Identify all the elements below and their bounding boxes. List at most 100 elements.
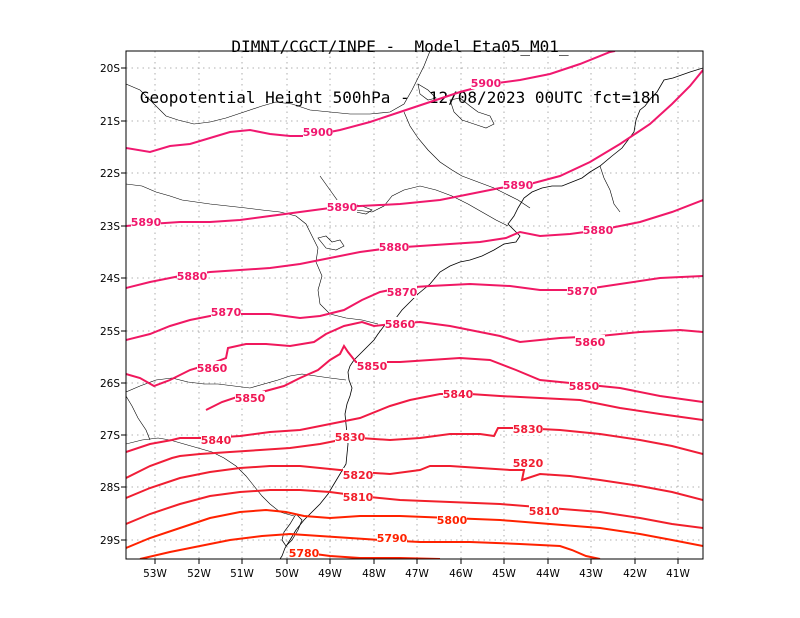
x-tick-label: 46W — [449, 568, 473, 580]
contour-label-background — [569, 379, 599, 392]
contour-label-5840: 5840 — [443, 388, 474, 401]
x-tick-label: 48W — [362, 568, 386, 580]
state-border — [126, 51, 431, 125]
contour-5870 — [126, 275, 703, 341]
contour-label-5860: 5860 — [197, 362, 228, 375]
contour-5880 — [126, 199, 703, 289]
contour-label-background — [177, 269, 207, 282]
contour-label-background — [513, 456, 543, 469]
x-tick-label: 45W — [492, 568, 516, 580]
state-border — [126, 183, 379, 325]
contour-label-5850: 5850 — [569, 380, 600, 393]
title-line-2: Geopotential Height 500hPa - 12/08/2023 … — [139, 88, 661, 107]
contour-label-5880: 5880 — [177, 270, 208, 283]
x-tick-label: 43W — [579, 568, 603, 580]
contour-label-5850: 5850 — [235, 392, 266, 405]
contour-label-background — [197, 361, 227, 374]
x-tick-label: 42W — [623, 568, 647, 580]
contour-label-5900: 5900 — [303, 126, 334, 139]
contour-label-5850: 5850 — [357, 360, 388, 373]
y-tick-label: 22S — [100, 168, 120, 180]
y-tick-label: 21S — [100, 116, 120, 128]
contour-5830 — [126, 427, 703, 479]
x-tick-label: 51W — [230, 568, 254, 580]
contour-label-5870: 5870 — [211, 306, 242, 319]
lagoon-outline — [281, 513, 303, 547]
contour-label-background — [211, 305, 241, 318]
x-tick-label: 47W — [405, 568, 429, 580]
contour-label-5870: 5870 — [567, 285, 598, 298]
contour-label-layer: 5780 5790 5800 5810 5810 5820 5820 5830 5830 5840… — [131, 76, 614, 560]
contour-label-background — [357, 359, 387, 372]
contour-label-background — [335, 430, 365, 443]
contour-label-background — [379, 240, 409, 253]
contour-label-5820: 5820 — [513, 457, 544, 470]
state-border — [126, 437, 295, 517]
contour-label-background — [235, 391, 265, 404]
state-border — [403, 111, 531, 209]
y-tick-label: 28S — [100, 482, 120, 494]
contour-label-background — [327, 200, 357, 213]
plot-frame — [125, 50, 704, 560]
x-tick-label: 41W — [666, 568, 690, 580]
contour-label-5820: 5820 — [343, 469, 374, 482]
contour-label-5800: 5800 — [437, 514, 468, 527]
contour-label-background — [471, 76, 501, 89]
y-tick-label: 20S — [100, 63, 120, 75]
state-border — [126, 395, 151, 441]
x-tick-label: 50W — [275, 568, 299, 580]
contour-label-5790: 5790 — [377, 532, 408, 545]
x-tick-label: 49W — [318, 568, 342, 580]
contour-label-5860: 5860 — [575, 336, 606, 349]
contour-5790 — [139, 532, 601, 559]
contour-label-background — [289, 546, 319, 559]
state-border — [599, 165, 621, 213]
contour-label-5870: 5870 — [387, 286, 418, 299]
reservoir-outline — [417, 83, 437, 101]
y-tick-label: 25S — [100, 326, 120, 338]
x-tick-label: 53W — [143, 568, 167, 580]
contour-label-5880: 5880 — [583, 224, 614, 237]
contour-label-background — [385, 317, 415, 330]
contour-5810 — [126, 489, 703, 529]
y-tick-label: 24S — [100, 273, 120, 285]
contour-label-background — [575, 335, 605, 348]
contour-5850 — [205, 344, 703, 411]
y-tick-label: 27S — [100, 430, 120, 442]
y-tick-label: 29S — [100, 535, 120, 547]
y-tick-label: 26S — [100, 378, 120, 390]
contour-label-background — [387, 285, 417, 298]
coastlines-and-borders — [126, 51, 703, 559]
contour-label-5890: 5890 — [503, 179, 534, 192]
coastline — [279, 67, 703, 559]
contour-label-5880: 5880 — [379, 241, 410, 254]
reservoir-outline — [317, 235, 345, 251]
contour-label-background — [443, 387, 473, 400]
x-tick-label: 44W — [536, 568, 560, 580]
reservoir-outline — [449, 97, 495, 129]
axis-ticks: 53W 52W 51W 50W 49W 48W 47W 46W 45W 44W 43W 42W 41W 2… — [100, 63, 691, 580]
contour-label-background — [503, 178, 533, 191]
contour-label-5840: 5840 — [201, 434, 232, 447]
contour-label-5860: 5860 — [385, 318, 416, 331]
contour-label-5900: 5900 — [471, 77, 502, 90]
contour-label-5830: 5830 — [513, 423, 544, 436]
contour-label-background — [567, 284, 597, 297]
contour-label-5890: 5890 — [327, 201, 358, 214]
contour-label-5810: 5810 — [529, 505, 560, 518]
contour-label-background — [343, 468, 373, 481]
contour-5820 — [126, 465, 703, 501]
contour-label-5780: 5780 — [289, 547, 320, 560]
contour-5890 — [126, 69, 703, 227]
contour-label-background — [529, 504, 559, 517]
contour-label-5810: 5810 — [343, 491, 374, 504]
contour-label-background — [583, 223, 613, 236]
contour-5780 — [299, 551, 441, 559]
contour-label-5890: 5890 — [131, 216, 162, 229]
contour-label-background — [437, 513, 467, 526]
contour-label-background — [377, 531, 407, 544]
contour-label-background — [201, 433, 231, 446]
graticule — [126, 51, 703, 559]
x-tick-label: 52W — [187, 568, 211, 580]
